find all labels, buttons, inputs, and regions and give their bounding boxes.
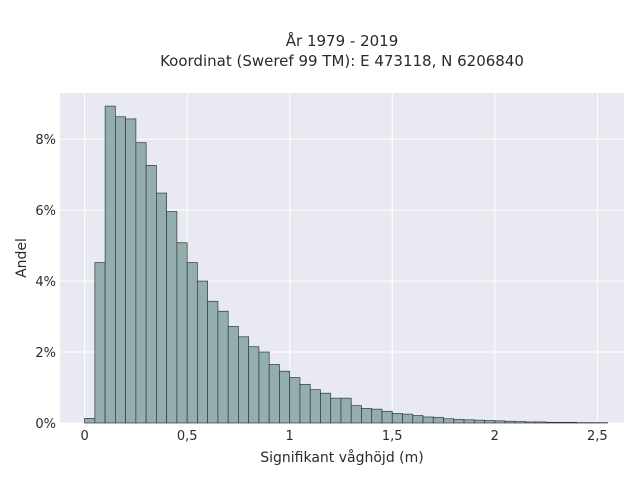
histogram-bar (391, 413, 403, 424)
y-tick-label: 6% (35, 204, 56, 219)
histogram-bar (197, 280, 209, 424)
histogram-bar (299, 383, 311, 424)
y-axis-label: Andel (14, 238, 30, 278)
histogram-bar (494, 420, 506, 424)
x-tick-label: 2 (491, 429, 499, 444)
histogram-bar (258, 351, 270, 424)
histogram-bar (381, 410, 393, 424)
histogram-bar (320, 392, 332, 424)
histogram-bar (115, 116, 126, 424)
histogram-bar (279, 370, 291, 424)
histogram-bar (135, 142, 147, 424)
y-tick-label: 2% (35, 346, 56, 361)
histogram-bar (535, 421, 547, 424)
chart-title-line-1: År 1979 - 2019 (286, 31, 399, 50)
histogram-bar (207, 300, 219, 424)
histogram-bar (289, 377, 301, 424)
histogram-bar (371, 408, 383, 424)
x-tick-label: 0,5 (177, 429, 198, 444)
x-tick-label: 2,5 (587, 429, 608, 444)
histogram-bar (238, 336, 250, 424)
histogram-bar (545, 421, 557, 424)
histogram-bar (125, 118, 137, 424)
x-tick-label: 1,5 (382, 429, 403, 444)
histogram-bar (555, 421, 567, 424)
histogram-bar (412, 415, 424, 424)
histogram-bar (84, 418, 96, 424)
histogram-bar (566, 421, 578, 424)
histogram-bar (166, 211, 178, 424)
histogram-bar (330, 397, 342, 424)
y-tick-label: 4% (35, 275, 56, 290)
histogram-bar (453, 419, 465, 424)
histogram-bar (361, 408, 373, 424)
histogram-bar (217, 310, 229, 424)
y-tick-label: 8% (35, 133, 56, 148)
x-tick-label: 0 (80, 429, 88, 444)
histogram-bar (514, 421, 526, 424)
x-tick-label: 1 (286, 429, 294, 444)
histogram-bar (309, 389, 321, 424)
histogram-bar (94, 262, 106, 424)
y-axis-ticks: 0% 2% 4% 6% 8% (35, 133, 56, 432)
histogram-bar (248, 346, 260, 424)
x-axis-label: Signifikant våghöjd (m) (260, 449, 423, 466)
histogram-bar (402, 413, 414, 424)
histogram-bar (104, 105, 116, 424)
histogram-bar (350, 405, 362, 424)
histogram-bar (227, 326, 239, 424)
histogram-bar (156, 192, 167, 424)
histogram-bar (443, 418, 455, 424)
histogram-bar (432, 416, 444, 424)
histogram-bar (186, 262, 198, 424)
histogram-bar (473, 419, 485, 424)
y-tick-label: 0% (35, 417, 56, 432)
histogram-bar (525, 421, 537, 424)
histogram-bar (268, 364, 280, 424)
histogram-bars (84, 105, 608, 424)
histogram-bar (176, 242, 188, 424)
chart-title-line-2: Koordinat (Sweref 99 TM): E 473118, N 62… (160, 52, 524, 70)
histogram-bar (422, 416, 434, 424)
histogram-bar (504, 420, 516, 424)
x-axis-ticks: 0 0,5 1 1,5 2 2,5 (80, 429, 607, 444)
histogram-bar (463, 419, 475, 424)
histogram-bar (340, 397, 352, 424)
histogram-bar (484, 420, 496, 424)
histogram-bar (145, 165, 157, 424)
